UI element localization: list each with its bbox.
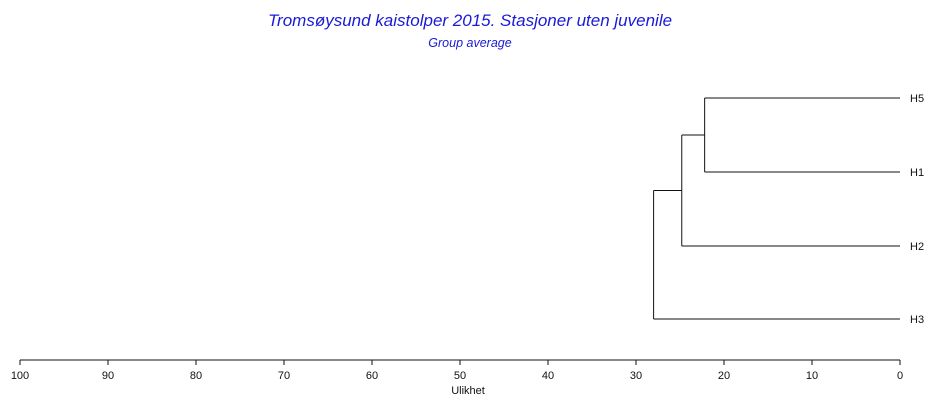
x-tick-label: 90	[102, 370, 114, 382]
leaf-label-h3: H3	[910, 314, 924, 326]
x-tick-label: 40	[542, 370, 554, 382]
x-tick-label: 30	[630, 370, 642, 382]
x-tick-label: 0	[897, 370, 903, 382]
dendrogram-links	[653, 97, 900, 320]
x-axis-label: Ulikhet	[451, 385, 485, 397]
x-tick-label: 20	[718, 370, 730, 382]
x-tick-label: 100	[11, 370, 29, 382]
x-tick-label: 70	[278, 370, 290, 382]
chart-title: Tromsøysund kaistolper 2015. Stasjoner u…	[268, 11, 672, 30]
x-tick-label: 10	[806, 370, 818, 382]
leaf-label-h2: H2	[910, 241, 924, 253]
leaf-label-h1: H1	[910, 167, 924, 179]
leaf-label-h5: H5	[910, 93, 924, 105]
leaf-labels: H5 H1 H2 H3	[910, 93, 924, 326]
x-tick-label: 50	[454, 370, 466, 382]
chart-subtitle: Group average	[428, 36, 511, 50]
x-axis-ticks: 100 90 80 70 60 50 40 30 20 10 0	[11, 360, 903, 382]
x-tick-label: 60	[366, 370, 378, 382]
x-tick-label: 80	[190, 370, 202, 382]
